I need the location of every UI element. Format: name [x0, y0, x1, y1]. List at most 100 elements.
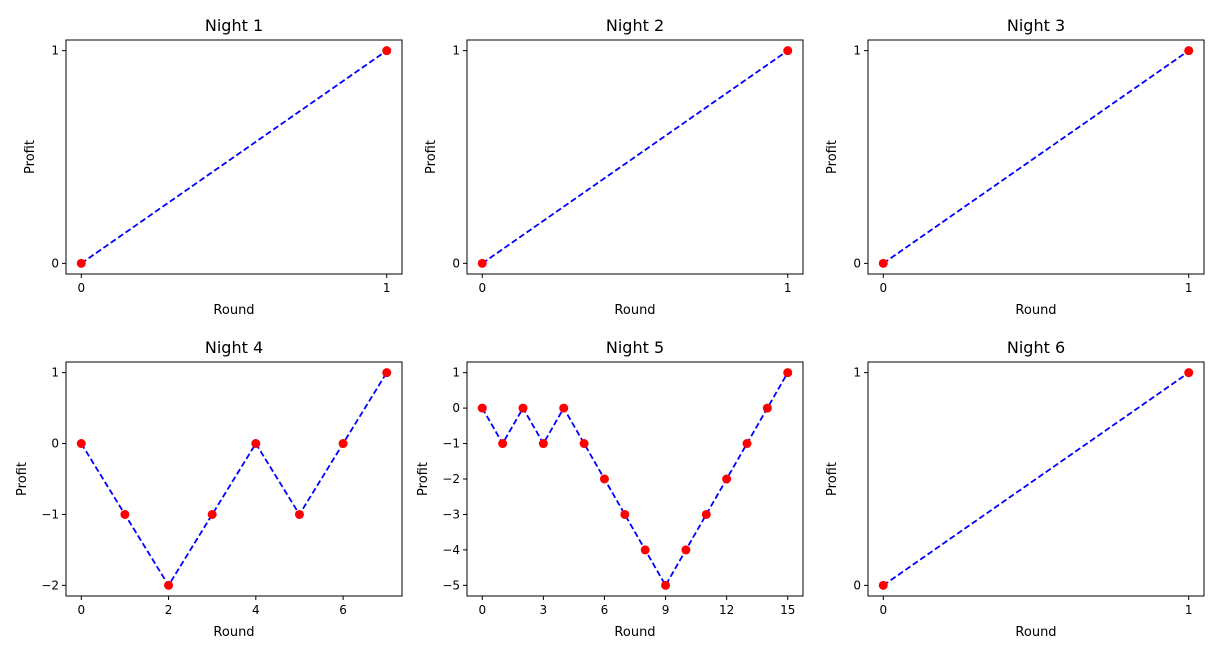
y-tick-label: −1: [442, 437, 460, 451]
data-point: [599, 474, 609, 484]
y-axis-label: Profit: [15, 462, 30, 496]
y-tick-label: −3: [442, 507, 460, 521]
data-point: [783, 368, 793, 378]
y-tick-label: 0: [51, 256, 59, 270]
data-point: [76, 439, 86, 449]
y-axis-label: Profit: [825, 462, 840, 496]
chart-title: Night 2: [606, 16, 664, 35]
x-tick-label: 6: [601, 603, 609, 617]
subplot-3: Night 3 0 1 0 1 Round Profit: [825, 16, 1205, 318]
data-point: [559, 403, 569, 413]
data-point: [120, 509, 130, 519]
data-point: [661, 580, 671, 590]
y-tick-label: 0: [853, 256, 861, 270]
y-axis-label: Profit: [424, 140, 439, 174]
x-axis-label: Round: [1015, 625, 1056, 640]
data-point: [722, 474, 732, 484]
x-tick-label: 0: [478, 603, 486, 617]
data-point: [878, 580, 888, 590]
data-point: [701, 509, 711, 519]
chart-title: Night 4: [205, 338, 263, 357]
y-tick-label: −2: [41, 578, 59, 592]
x-tick-label: 1: [784, 281, 792, 295]
y-tick-label: −1: [41, 507, 59, 521]
data-point: [620, 509, 630, 519]
x-tick-label: 1: [1185, 281, 1193, 295]
x-tick-label: 0: [77, 281, 85, 295]
subplot-5: Night 5 0 3 6 9 12 15 −5 −4 −3 −2 −1 0 1 Round Profit: [416, 338, 804, 640]
data-point: [477, 403, 487, 413]
data-point: [742, 439, 752, 449]
data-point: [498, 439, 508, 449]
data-point: [382, 368, 392, 378]
y-tick-label: 0: [452, 256, 460, 270]
data-point: [762, 403, 772, 413]
x-tick-label: 12: [719, 603, 734, 617]
data-point: [1184, 46, 1194, 56]
x-tick-label: 0: [77, 603, 85, 617]
x-axis-label: Round: [213, 625, 254, 640]
x-axis-label: Round: [213, 303, 254, 318]
x-axis-label: Round: [614, 303, 655, 318]
chart-title: Night 6: [1007, 338, 1065, 357]
x-axis-label: Round: [614, 625, 655, 640]
series-line: [481, 49, 789, 265]
chart-title: Night 5: [606, 338, 664, 357]
x-tick-label: 6: [339, 603, 347, 617]
data-point: [640, 545, 650, 555]
x-tick-label: 15: [780, 603, 795, 617]
y-tick-label: 0: [51, 437, 59, 451]
data-point: [681, 545, 691, 555]
subplot-2: Night 2 0 1 0 1 Round Profit: [424, 16, 804, 318]
chart-title: Night 3: [1007, 16, 1065, 35]
y-tick-label: 1: [452, 366, 460, 380]
y-axis-label: Profit: [416, 462, 431, 496]
data-point: [251, 439, 261, 449]
plot-frame: [65, 361, 403, 597]
data-point: [538, 439, 548, 449]
x-tick-label: 1: [1185, 603, 1193, 617]
series-line: [80, 372, 388, 588]
plot-frame: [867, 361, 1205, 597]
data-point: [783, 46, 793, 56]
y-tick-label: 0: [853, 578, 861, 592]
data-point: [1184, 368, 1194, 378]
x-tick-label: 0: [879, 281, 887, 295]
subplot-1: Night 1 0 1 0 1 Round Profit: [23, 16, 403, 318]
y-tick-label: −4: [442, 543, 460, 557]
data-point: [338, 439, 348, 449]
y-tick-label: 1: [853, 366, 861, 380]
y-tick-label: 1: [452, 44, 460, 58]
x-tick-label: 4: [252, 603, 260, 617]
x-tick-label: 1: [383, 281, 391, 295]
x-axis-label: Round: [1015, 303, 1056, 318]
chart-title: Night 1: [205, 16, 263, 35]
x-tick-label: 0: [478, 281, 486, 295]
data-point: [382, 46, 392, 56]
data-point: [294, 509, 304, 519]
data-point: [76, 258, 86, 268]
plot-frame: [466, 39, 804, 275]
data-point: [579, 439, 589, 449]
series-line: [882, 49, 1190, 265]
data-point: [518, 403, 528, 413]
plot-frame: [867, 39, 1205, 275]
data-point: [477, 258, 487, 268]
data-point: [164, 580, 174, 590]
y-tick-label: −2: [442, 472, 460, 486]
y-tick-label: 1: [853, 44, 861, 58]
data-point: [207, 509, 217, 519]
y-tick-label: −5: [442, 578, 460, 592]
subplot-4: Night 4 0 2 4 6 −2 −1 0 1 Round Profit: [15, 338, 403, 640]
series-line: [481, 372, 789, 588]
x-tick-label: 9: [662, 603, 670, 617]
series-line: [80, 49, 388, 265]
y-axis-label: Profit: [825, 140, 840, 174]
y-tick-label: 1: [51, 366, 59, 380]
x-tick-label: 3: [540, 603, 548, 617]
plot-frame: [65, 39, 403, 275]
subplot-6: Night 6 0 1 0 1 Round Profit: [825, 338, 1205, 640]
data-point: [878, 258, 888, 268]
x-tick-label: 0: [879, 603, 887, 617]
